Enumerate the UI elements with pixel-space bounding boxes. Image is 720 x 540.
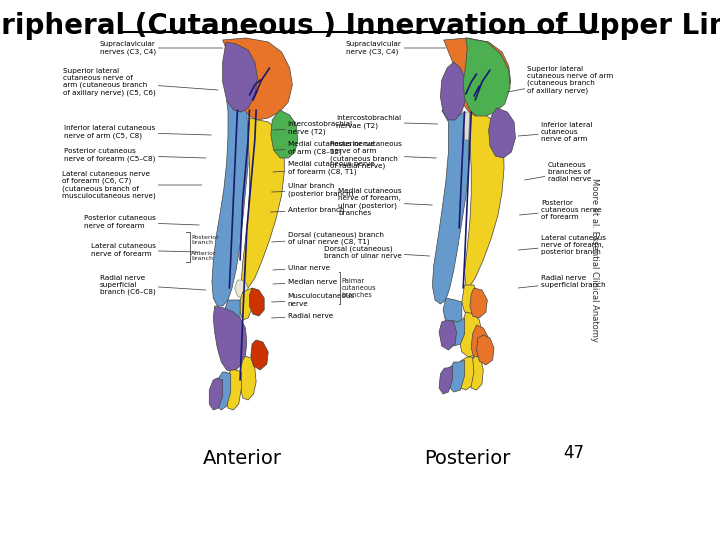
Text: Ulnar nerve: Ulnar nerve	[273, 265, 330, 271]
Text: Lateral cutaneous nerve
of forearm (C6, C7)
(cutaneous branch of
musculocutaneou: Lateral cutaneous nerve of forearm (C6, …	[62, 171, 202, 199]
Polygon shape	[447, 318, 464, 346]
Polygon shape	[216, 372, 230, 410]
Polygon shape	[443, 298, 462, 328]
Text: Anterior branch: Anterior branch	[270, 207, 344, 213]
Polygon shape	[469, 356, 483, 390]
Polygon shape	[439, 366, 452, 394]
Polygon shape	[225, 370, 241, 410]
Polygon shape	[459, 312, 482, 357]
Polygon shape	[212, 100, 248, 306]
Polygon shape	[449, 360, 464, 392]
Text: Lateral cutaneous
nerve of forearm: Lateral cutaneous nerve of forearm	[91, 244, 198, 256]
Text: Posterior cutaneous
nerve of arm
(cutaneous branch
of radial nerve): Posterior cutaneous nerve of arm (cutane…	[330, 141, 436, 169]
Polygon shape	[213, 306, 247, 372]
Text: Radial nerve
superficial
branch (C6–C8): Radial nerve superficial branch (C6–C8)	[100, 275, 206, 295]
Polygon shape	[271, 110, 297, 158]
Polygon shape	[251, 340, 269, 370]
Text: Lateral cutaneous
nerve of forearm,
posterior branch: Lateral cutaneous nerve of forearm, post…	[518, 235, 606, 255]
Text: Moore et al. Essential Clinical Anatomy: Moore et al. Essential Clinical Anatomy	[590, 178, 599, 342]
Polygon shape	[489, 108, 516, 158]
Polygon shape	[222, 38, 292, 120]
Text: Anterior: Anterior	[203, 449, 282, 468]
Polygon shape	[462, 285, 478, 314]
Text: Superior lateral
cutaneous nerve of
arm (cutaneous branch
of axillary nerve) (C5: Superior lateral cutaneous nerve of arm …	[63, 68, 218, 96]
Text: Ulnar branch
(posterior branch): Ulnar branch (posterior branch)	[271, 183, 353, 197]
Text: Peripheral (Cutaneous ) Innervation of Upper Limb: Peripheral (Cutaneous ) Innervation of U…	[0, 12, 720, 40]
Text: Intercostobrachial
nerve (T2): Intercostobrachial nerve (T2)	[273, 122, 353, 135]
Text: Cutaneous
branches of
radial nerve: Cutaneous branches of radial nerve	[525, 162, 591, 182]
Polygon shape	[470, 288, 487, 318]
Text: Intercostobrachial
nervae (T2): Intercostobrachial nervae (T2)	[336, 115, 438, 129]
Text: Anterior
branch: Anterior branch	[192, 251, 217, 261]
Polygon shape	[222, 42, 258, 112]
Text: Posterior cutaneous
nerve of forearm: Posterior cutaneous nerve of forearm	[84, 215, 199, 228]
Polygon shape	[477, 335, 494, 365]
Text: Dorsal (cutaneous)
branch of ulnar nerve: Dorsal (cutaneous) branch of ulnar nerve	[324, 245, 430, 259]
Text: Inferior lateral
cutaneous
nerve of arm: Inferior lateral cutaneous nerve of arm	[518, 122, 593, 142]
Text: Posterior: Posterior	[424, 449, 510, 468]
Polygon shape	[464, 112, 504, 288]
Polygon shape	[432, 110, 469, 304]
Polygon shape	[463, 38, 510, 116]
Text: 47: 47	[564, 444, 585, 462]
Text: Medial cutaneous nerve
of forearm (C8, T1): Medial cutaneous nerve of forearm (C8, T…	[273, 161, 374, 175]
Polygon shape	[444, 38, 510, 116]
Text: Radial nerve
superficial branch: Radial nerve superficial branch	[518, 275, 606, 288]
Polygon shape	[210, 378, 222, 410]
Text: Palmar
cutaneous
branches: Palmar cutaneous branches	[341, 278, 376, 298]
Text: Dorsal (cutaneous) branch
of ulnar nerve (C8, T1): Dorsal (cutaneous) branch of ulnar nerve…	[271, 231, 384, 245]
Text: Superior lateral
cutaneous nerve of arm
(cutaneous branch
of axillary nerve): Superior lateral cutaneous nerve of arm …	[508, 66, 613, 94]
Text: Median nerve: Median nerve	[273, 279, 337, 285]
Text: Supraclavicular
nerves (C3, C4): Supraclavicular nerves (C3, C4)	[99, 41, 222, 55]
Polygon shape	[458, 357, 474, 390]
Polygon shape	[471, 325, 489, 360]
Text: Musculocutaneous
nerve: Musculocutaneous nerve	[271, 294, 355, 307]
Text: Posterior
branch: Posterior branch	[192, 234, 219, 245]
Text: Supraclavicular
nerve (C3, C4): Supraclavicular nerve (C3, C4)	[346, 41, 446, 55]
Text: Medial cutaneous
nerve of forearm,
ulnar (posterior)
branches: Medial cutaneous nerve of forearm, ulnar…	[338, 188, 432, 216]
Polygon shape	[241, 118, 284, 292]
Text: Medial cutaneous nerve
of arm (C8–12): Medial cutaneous nerve of arm (C8–12)	[274, 141, 374, 155]
Polygon shape	[463, 112, 470, 140]
Polygon shape	[249, 288, 264, 316]
Polygon shape	[441, 62, 466, 120]
Text: Inferior lateral cutaneous
nerve of arm (C5, C8): Inferior lateral cutaneous nerve of arm …	[64, 125, 211, 139]
Polygon shape	[224, 300, 240, 330]
Polygon shape	[240, 356, 256, 400]
Text: Posterior cutaneous
nerve of forearm (C5–C8): Posterior cutaneous nerve of forearm (C5…	[64, 148, 206, 162]
Polygon shape	[235, 280, 248, 298]
Polygon shape	[439, 320, 456, 350]
Text: Posterior
cutaneous nerve
of forearm: Posterior cutaneous nerve of forearm	[519, 200, 601, 220]
Polygon shape	[240, 288, 252, 320]
Text: Radial nerve: Radial nerve	[271, 313, 333, 319]
